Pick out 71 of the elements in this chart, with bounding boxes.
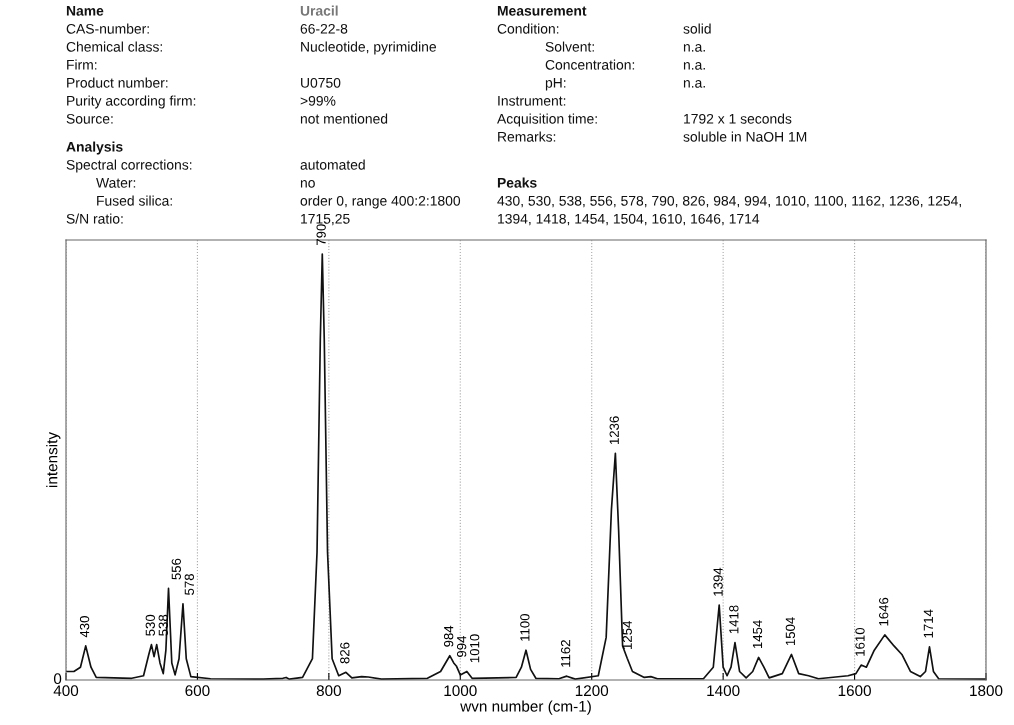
text: Purity according firm: (67, 95, 196, 109)
annotation: 1714 (923, 609, 933, 638)
text: no (300, 180, 315, 188)
annotation: 530 (145, 614, 155, 636)
x-tick-label: 1000 (444, 685, 477, 697)
x-axis-title: wvn number (cm-1) (460, 700, 591, 715)
text: automated (300, 159, 365, 170)
text: U0750 (301, 77, 341, 88)
text: not mentioned (300, 113, 388, 124)
annotation: 1610 (855, 627, 865, 656)
text: n.a. (683, 62, 705, 70)
annotation: 1504 (785, 617, 796, 646)
text: Spectral corrections: (66, 159, 192, 173)
text: Measurement (497, 6, 587, 16)
text: Firm: (67, 59, 97, 70)
x-tick-label: 400 (53, 685, 79, 697)
x-tick-label: 1800 (970, 685, 1003, 697)
annotation: 1254 (622, 620, 632, 649)
annotation: 538 (158, 614, 168, 636)
text: Name (66, 6, 104, 16)
text: 66-22-8 (300, 23, 348, 34)
text: n.a. (683, 44, 705, 52)
x-tick-label: 800 (316, 685, 342, 697)
text: order 0, range 400:2:1800 (300, 195, 461, 209)
text: Uracil (300, 5, 338, 16)
annotation: 556 (171, 558, 181, 580)
annotation: 1454 (752, 620, 763, 649)
text: Acquisition time: (497, 113, 597, 127)
annotation: 826 (340, 642, 350, 664)
y-axis-title: intensity (46, 432, 61, 487)
annotation: 1646 (879, 597, 889, 626)
annotation: 1010 (469, 634, 480, 663)
text: S/N ratio: (66, 213, 123, 224)
annotation: 1100 (520, 613, 530, 641)
annotation: 790 (316, 224, 326, 246)
annotation: 1394 (713, 567, 723, 596)
annotation: 984 (443, 625, 454, 647)
x-tick-label: 1600 (838, 685, 871, 697)
text: CAS-number: (66, 23, 149, 34)
text: solid (683, 23, 711, 34)
text: Condition: (497, 23, 559, 34)
text: soluble in NaOH 1M (683, 131, 807, 142)
annotation: 1162 (560, 640, 571, 667)
text: Chemical class: (66, 41, 162, 52)
x-tick-label: 1200 (575, 685, 609, 697)
text: Nucleotide, pyrimidine (301, 41, 437, 55)
source-note: Source: (66, 113, 113, 124)
text: 1715,25 (301, 213, 350, 226)
text: Solvent: (545, 41, 594, 52)
annotation: 1418 (729, 605, 739, 634)
x-tick-label: 600 (185, 685, 210, 697)
text: Analysis (66, 141, 123, 155)
text: pH: (545, 78, 566, 91)
text: Fused silica: (97, 195, 172, 206)
text: Remarks: (498, 131, 556, 142)
text: >99% (300, 95, 336, 106)
text: Peaks (497, 177, 537, 188)
text: Product number: (67, 77, 168, 88)
text: 1792 x 1 seconds (684, 113, 792, 124)
text: Concentration: (545, 59, 635, 70)
annotation: 1236 (609, 416, 619, 445)
x-tick-label: 1400 (707, 685, 740, 697)
annotation: 994 (456, 635, 467, 657)
text: Water: (96, 178, 136, 188)
text: 1394, 1418, 1454, 1504, 1610, 1646, 1714 (498, 213, 760, 226)
text: n.a. (683, 80, 705, 88)
annotation: 430 (79, 616, 90, 638)
text: 430, 530, 538, 556, 578, 790, 826, 984, 994, 1010, 1100, 1162, 1236, 1254, (497, 195, 961, 208)
annotation: 578 (184, 573, 194, 595)
text: Instrument: (498, 96, 566, 106)
text: 0 (53, 673, 62, 685)
